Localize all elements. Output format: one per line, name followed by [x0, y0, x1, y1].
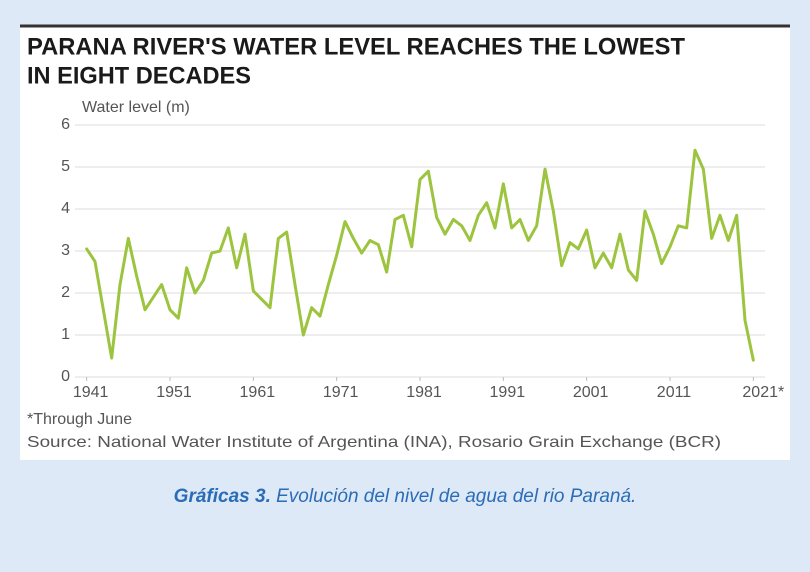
- plot: 0 1 2 3 4 5 6 1941 1951 1961 1971 1981 1991 2001 2011 2…: [61, 116, 784, 401]
- y-tick-label: 4: [61, 200, 70, 217]
- y-tick-label: 3: [61, 242, 70, 259]
- x-tick-label: 1981: [406, 384, 442, 401]
- chart-title: IN EIGHT DECADES: [27, 62, 251, 89]
- chart-panel: [20, 26, 790, 460]
- data-line: [85, 148, 755, 362]
- chart-title: PARANA RIVER'S WATER LEVEL REACHES THE L…: [27, 33, 685, 60]
- y-tick-label: 2: [61, 284, 70, 301]
- x-tick-label: 2001: [573, 384, 609, 401]
- caption: Gráficas 3. Evolución del nivel de agua …: [174, 486, 637, 507]
- caption-text: Evolución del nivel de agua del rio Para…: [276, 486, 636, 507]
- y-axis-label: Water level (m): [82, 99, 190, 116]
- x-tick-label: 2021*: [742, 384, 784, 401]
- x-tick-label: 1991: [490, 384, 526, 401]
- y-tick-label: 0: [61, 368, 70, 385]
- source: Source: National Water Institute of Arge…: [27, 434, 721, 451]
- x-tick-label: 1961: [240, 384, 276, 401]
- y-tick-label: 6: [61, 116, 70, 133]
- x-tick-label: 1971: [323, 384, 359, 401]
- x-tick-label: 1941: [73, 384, 109, 401]
- caption-label: Gráficas 3.: [174, 486, 271, 507]
- x-tick-label: 2011: [657, 384, 692, 401]
- x-tick-label: 1951: [156, 384, 192, 401]
- footnote: *Through June: [27, 411, 132, 428]
- y-tick-label: 5: [61, 158, 70, 175]
- y-tick-label: 1: [61, 326, 70, 343]
